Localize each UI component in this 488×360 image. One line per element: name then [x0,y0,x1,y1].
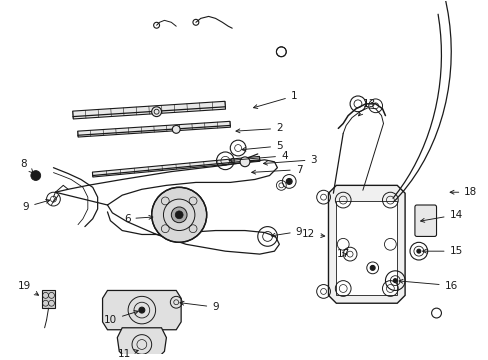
Text: 16: 16 [398,279,457,291]
Circle shape [416,249,420,253]
Text: 7: 7 [251,165,302,175]
Polygon shape [336,201,396,295]
Text: 9: 9 [271,226,302,237]
Polygon shape [73,101,225,119]
Text: 14: 14 [420,210,462,222]
Circle shape [175,211,183,219]
Text: 11: 11 [117,349,138,359]
Circle shape [171,207,186,223]
Text: 6: 6 [123,214,152,224]
Circle shape [285,179,291,184]
Text: 12: 12 [302,229,324,239]
FancyBboxPatch shape [414,205,436,237]
Circle shape [139,307,144,313]
Text: 1: 1 [253,91,297,108]
Circle shape [172,125,180,133]
Polygon shape [102,291,181,330]
Text: 13: 13 [358,99,376,116]
Circle shape [31,171,41,180]
Circle shape [151,107,161,117]
Circle shape [392,279,396,283]
Polygon shape [78,121,230,137]
Circle shape [240,157,249,167]
Text: 17: 17 [336,249,349,259]
Text: 19: 19 [17,280,39,295]
Text: 4: 4 [229,151,287,162]
Polygon shape [117,328,166,360]
Text: 9: 9 [22,199,50,212]
Polygon shape [92,156,259,177]
Text: 10: 10 [103,311,138,325]
Text: 2: 2 [236,123,282,134]
Text: 8: 8 [20,159,33,173]
Text: 3: 3 [263,155,316,165]
Text: 5: 5 [242,141,282,151]
Polygon shape [41,291,55,308]
Polygon shape [328,185,404,303]
Text: 15: 15 [422,246,462,256]
Text: 18: 18 [449,187,477,197]
Circle shape [151,187,206,242]
Text: 9: 9 [180,301,219,312]
Circle shape [369,265,374,270]
